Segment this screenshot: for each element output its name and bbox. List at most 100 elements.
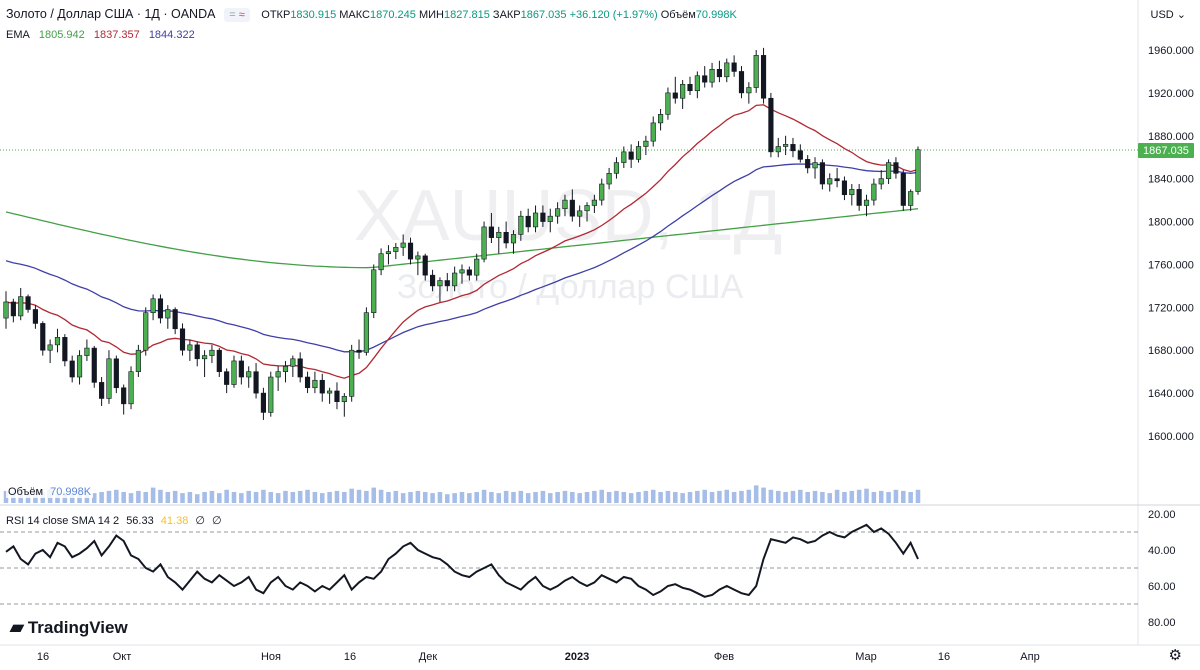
volume-bar xyxy=(437,492,443,503)
candle-up xyxy=(3,301,9,319)
candle-down xyxy=(797,150,803,160)
candle-down xyxy=(488,226,494,238)
volume-bar xyxy=(239,493,244,503)
candle-down xyxy=(304,376,311,389)
candle-down xyxy=(672,92,678,99)
volume-bar xyxy=(334,490,340,503)
candle-up xyxy=(680,84,686,99)
volume-bar xyxy=(180,493,185,503)
candle-down xyxy=(99,382,105,399)
candle-up xyxy=(775,146,781,153)
volume-bar xyxy=(827,493,833,503)
candle-up xyxy=(452,272,458,287)
volume-bar xyxy=(393,490,399,503)
volume-bar xyxy=(871,492,877,503)
close-value: 1867.035 xyxy=(520,9,567,21)
volume-bar xyxy=(606,492,612,503)
volume-bar xyxy=(474,492,479,503)
time-axis-label: Апр xyxy=(1020,651,1039,663)
candle-up xyxy=(783,144,789,147)
volume-bar xyxy=(99,492,104,503)
high-value: 1870.245 xyxy=(370,9,416,21)
volume-bar xyxy=(709,492,715,503)
rsi-sma-value: 41.38 xyxy=(160,515,189,527)
candle-up xyxy=(562,199,568,209)
candle-up xyxy=(231,360,237,385)
price-axis-label: 1880.000 xyxy=(1148,131,1194,143)
ema-value-20: 1837.357 xyxy=(93,29,140,41)
volume-bar xyxy=(194,494,200,503)
pill-equals: = xyxy=(229,9,236,21)
candle-up xyxy=(753,55,759,88)
rsi-null-icon-1: ∅ xyxy=(195,515,205,527)
ema-20-line xyxy=(5,104,919,379)
ohlc-readout: ОТКР1830.915 МАКС1870.245 МИН1827.815 ЗА… xyxy=(261,9,737,21)
volume-bar xyxy=(849,490,855,503)
candle-up xyxy=(474,258,480,276)
volume-bar xyxy=(695,490,700,503)
candle-up xyxy=(724,62,730,78)
candle-down xyxy=(540,212,546,222)
volume-bar xyxy=(422,492,428,503)
candle-down xyxy=(216,349,222,372)
symbol-title[interactable]: Золото / Доллар США · 1Д · OANDA xyxy=(6,7,215,21)
candle-up xyxy=(187,344,193,351)
volume-bar xyxy=(371,487,377,503)
tradingview-logo[interactable]: ▰ TradingView xyxy=(10,617,128,638)
candle-up xyxy=(143,312,149,351)
rsi-axis-label: 80.00 xyxy=(1148,617,1176,629)
volume-bar xyxy=(886,492,891,503)
volume-bar xyxy=(106,490,112,503)
rsi-legend[interactable]: RSI 14 close SMA 14 2 56.33 41.38 ∅ ∅ xyxy=(6,514,226,527)
candle-down xyxy=(121,387,127,405)
chart-header: Золото / Доллар США · 1Д · OANDA = ≈ ОТК… xyxy=(6,7,737,22)
ema-legend[interactable]: EMA 1805.942 1837.357 1844.322 xyxy=(6,29,201,41)
volume-bar xyxy=(408,492,413,503)
ema-label: EMA xyxy=(6,29,30,41)
candle-down xyxy=(62,337,68,362)
volume-bar xyxy=(518,490,524,503)
volume-bar xyxy=(717,490,722,503)
price-axis-label: 1840.000 xyxy=(1148,174,1194,186)
candle-up xyxy=(496,231,502,238)
candle-up xyxy=(878,178,884,185)
market-status-pill[interactable]: = ≈ xyxy=(224,8,250,22)
candle-down xyxy=(841,180,848,196)
candle-down xyxy=(334,390,340,402)
volume-bar xyxy=(261,489,266,503)
price-axis-label: 1920.000 xyxy=(1148,88,1194,100)
volume-bar xyxy=(562,490,568,503)
candle-up xyxy=(106,358,112,399)
volume-bar xyxy=(202,492,207,503)
volume-bar xyxy=(724,489,730,503)
volume-bar xyxy=(268,492,274,503)
volume-bar xyxy=(312,492,318,503)
volume-bar xyxy=(136,490,141,503)
gear-icon[interactable]: ⚙ xyxy=(1168,647,1182,664)
volume-bar xyxy=(364,490,369,503)
currency-selector[interactable]: USD ⌄ xyxy=(1150,9,1187,21)
candle-down xyxy=(319,379,325,394)
candle-up xyxy=(165,309,171,319)
volume-bar xyxy=(540,490,546,503)
volume-bar xyxy=(150,487,156,503)
candle-up xyxy=(694,75,700,92)
volume-legend[interactable]: Объём 70.998K xyxy=(6,486,94,498)
volume-bar xyxy=(628,493,634,503)
candle-down xyxy=(893,162,899,174)
open-label: ОТКР xyxy=(261,9,291,21)
volume-bar xyxy=(55,494,60,503)
volume-bar xyxy=(768,489,774,503)
volume-bar xyxy=(901,490,906,503)
candle-up xyxy=(613,162,620,174)
candle-down xyxy=(25,296,31,310)
volume-bar xyxy=(643,490,649,503)
candle-down xyxy=(179,328,186,351)
volume-bar xyxy=(415,490,421,503)
price-axis-label: 1640.000 xyxy=(1148,388,1194,400)
candle-up xyxy=(76,355,83,378)
candle-up xyxy=(577,210,583,217)
volume-bar xyxy=(224,489,229,503)
pill-wave-icon: ≈ xyxy=(238,9,245,21)
